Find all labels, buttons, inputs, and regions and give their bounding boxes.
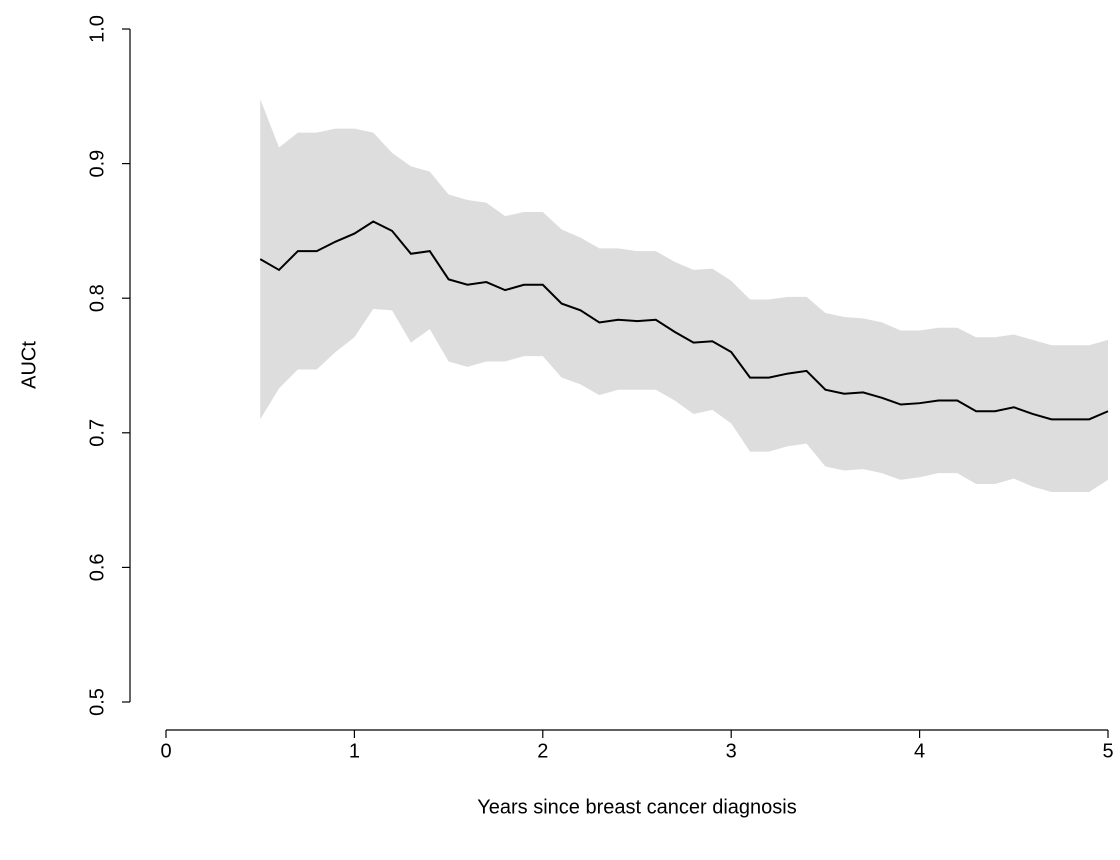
confidence-band — [260, 98, 1108, 493]
x-tick-label: 5 — [1102, 740, 1113, 762]
x-tick-label: 3 — [726, 740, 737, 762]
y-tick-label: 0.6 — [86, 553, 108, 581]
y-axis-label: AUCt — [18, 341, 40, 389]
y-tick-label: 0.9 — [86, 150, 108, 178]
x-tick-label: 1 — [349, 740, 360, 762]
y-tick-label: 1.0 — [86, 15, 108, 43]
x-axis-label: Years since breast cancer diagnosis — [477, 796, 796, 818]
y-tick-label: 0.5 — [86, 688, 108, 716]
x-tick-label: 0 — [160, 740, 171, 762]
auc-line — [259, 220, 1109, 421]
x-tick-label: 4 — [914, 740, 925, 762]
y-tick-label: 0.7 — [86, 419, 108, 447]
y-tick-label: 0.8 — [86, 284, 108, 312]
x-tick-label: 2 — [537, 740, 548, 762]
